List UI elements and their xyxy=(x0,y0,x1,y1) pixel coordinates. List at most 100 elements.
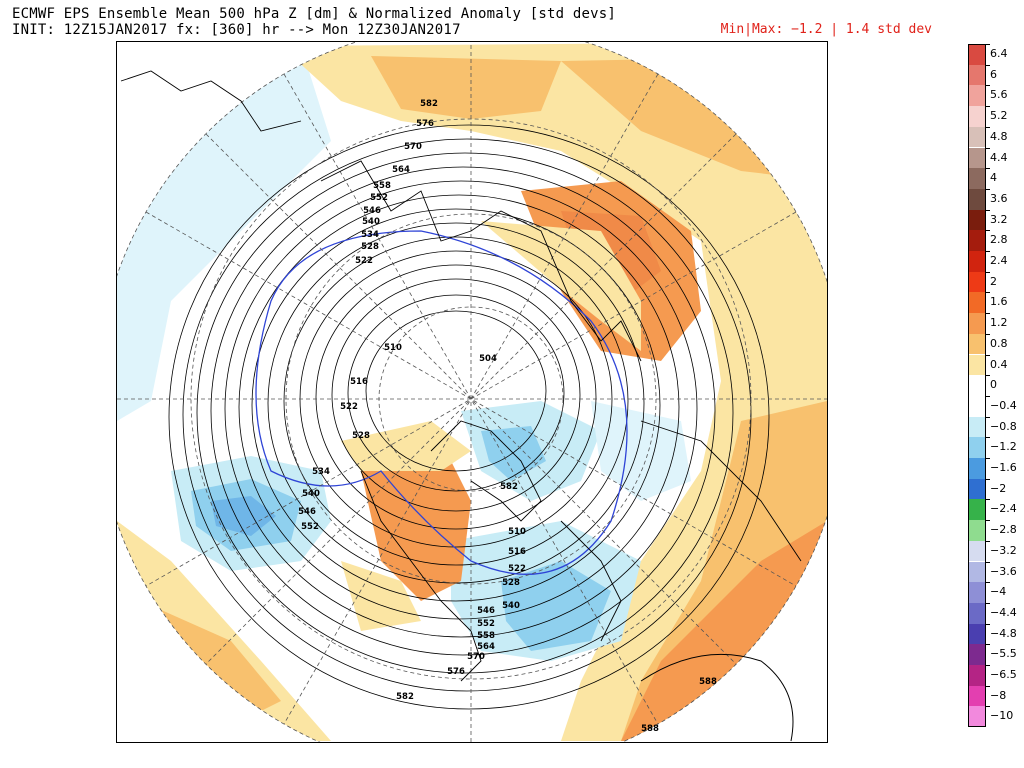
colorbar-level: −5.5 xyxy=(968,644,1024,665)
contour-label: 546 xyxy=(298,507,316,517)
contour-label: 582 xyxy=(420,99,438,109)
colorbar-tick xyxy=(986,561,990,563)
contour-label: 558 xyxy=(477,631,495,641)
colorbar-label: 2.8 xyxy=(990,233,1008,247)
colorbar-tick xyxy=(986,706,990,708)
contour-label: 552 xyxy=(477,619,495,629)
contour-label: 546 xyxy=(363,206,381,216)
colorbar-label: −3.2 xyxy=(990,543,1017,557)
colorbar-label: 0.4 xyxy=(990,357,1008,371)
colorbar-label: 0 xyxy=(990,378,997,392)
colorbar-tick xyxy=(986,499,990,501)
colorbar-tick xyxy=(986,230,990,232)
colorbar-label: −5.5 xyxy=(990,647,1017,661)
colorbar-tick xyxy=(986,582,990,584)
colorbar-level: −8 xyxy=(968,685,1024,707)
colorbar-tick xyxy=(986,395,990,397)
colorbar-label: −0.8 xyxy=(990,419,1017,433)
colorbar-tick xyxy=(986,251,990,252)
coastlines xyxy=(120,70,802,682)
colorbar-level: 1.2 xyxy=(968,313,1024,334)
colorbar-label: −1.2 xyxy=(990,440,1017,454)
contour-label: 552 xyxy=(370,193,388,203)
colorbar-tick xyxy=(986,333,990,335)
colorbar-tick xyxy=(986,85,990,87)
contour-label: 522 xyxy=(508,564,526,574)
colorbar-tick xyxy=(986,520,990,522)
colorbar-label: 4.8 xyxy=(990,129,1008,143)
colorbar-label: 5.6 xyxy=(990,88,1008,102)
contour-label: 582 xyxy=(500,482,518,492)
colorbar-label: −2.4 xyxy=(990,502,1017,516)
contour-label: 516 xyxy=(508,547,526,557)
colorbar-label: 0.8 xyxy=(990,336,1008,350)
map-title: ECMWF EPS Ensemble Mean 500 hPa Z [dm] &… xyxy=(12,6,617,22)
colorbar-label: −0.4 xyxy=(990,398,1017,412)
contour-label: 516 xyxy=(350,377,368,387)
contour-label: 576 xyxy=(416,119,434,129)
colorbar-tick xyxy=(986,168,990,170)
colorbar-label: −2 xyxy=(990,481,1007,495)
colorbar-label: 1.6 xyxy=(990,295,1008,309)
colorbar-tick xyxy=(986,458,990,459)
colorbar-tick xyxy=(986,147,990,149)
colorbar-label: 2.4 xyxy=(990,254,1008,267)
colorbar-label: 6 xyxy=(990,67,997,81)
colorbar-label: 6.4 xyxy=(990,47,1008,60)
contour-label: 564 xyxy=(477,642,495,652)
colorbar-tick xyxy=(986,540,990,542)
colorbar-label: 3.6 xyxy=(990,191,1008,205)
colorbar-level: 1.6 xyxy=(968,292,1024,314)
colorbar-tick xyxy=(986,106,990,108)
colorbar-label: −8 xyxy=(990,688,1007,702)
contour-label: 504 xyxy=(479,354,497,364)
contour-label: 528 xyxy=(352,431,370,441)
colorbar-label: 3.2 xyxy=(990,212,1008,226)
colorbar-label: −1.6 xyxy=(990,461,1017,474)
contour-label: 576 xyxy=(447,667,465,677)
colorbar-label: −4 xyxy=(990,585,1007,599)
colorbar-label: −10 xyxy=(990,709,1014,723)
colorbar-tick xyxy=(986,644,990,646)
colorbar-label: −4.8 xyxy=(990,626,1017,640)
colorbar-tick xyxy=(986,354,990,356)
contour-label: 534 xyxy=(361,230,379,240)
colorbar-tick xyxy=(986,44,990,45)
contour-588 xyxy=(640,653,794,742)
colorbar-label: −4.4 xyxy=(990,605,1017,619)
contour-label: 582 xyxy=(396,692,414,702)
contour-label: 534 xyxy=(312,467,330,477)
contour-labels: 5825765705645585525465405345285225105045… xyxy=(298,99,717,734)
colorbar-tick xyxy=(986,478,990,480)
colorbar-label: 2 xyxy=(990,274,997,288)
colorbar-level: −4.8 xyxy=(968,623,1024,645)
contour-label: 528 xyxy=(502,578,520,588)
colorbar-label: 1.2 xyxy=(990,316,1008,330)
anomaly-colorbar: 6.4 6 5.6 5.2 4.8 4.4 4 3.6 3.2 2.8 2.4 2 1.6 1.2 0.8 0… xyxy=(968,44,1024,728)
contour-label: 564 xyxy=(392,165,410,175)
colorbar-tick xyxy=(986,623,990,625)
colorbar-tick xyxy=(986,313,990,315)
contour-label: 510 xyxy=(508,527,526,537)
colorbar-tick xyxy=(986,685,990,687)
minmax-readout: Min|Max: −1.2 | 1.4 std dev xyxy=(720,22,932,37)
colorbar-tick xyxy=(986,209,990,211)
contour-label: 588 xyxy=(699,677,717,687)
contour-label: 570 xyxy=(467,652,485,662)
colorbar-label: 5.2 xyxy=(990,109,1008,123)
contour-label: 540 xyxy=(302,489,320,499)
contour-label: 546 xyxy=(477,606,495,616)
graticule xyxy=(117,42,827,742)
contour-label: 540 xyxy=(502,601,520,611)
contour-label: 522 xyxy=(340,402,358,412)
contour-label: 510 xyxy=(384,343,402,353)
colorbar-tick xyxy=(986,188,990,190)
colorbar-tick xyxy=(986,292,990,294)
colorbar-label: −3.6 xyxy=(990,564,1017,578)
colorbar-level: −4 xyxy=(968,582,1024,603)
colorbar-label: −6.5 xyxy=(990,668,1017,681)
contour-label: 570 xyxy=(404,142,422,152)
colorbar-label: 4.4 xyxy=(990,150,1008,164)
colorbar-label: 4 xyxy=(990,171,997,185)
contour-label: 588 xyxy=(641,724,659,734)
